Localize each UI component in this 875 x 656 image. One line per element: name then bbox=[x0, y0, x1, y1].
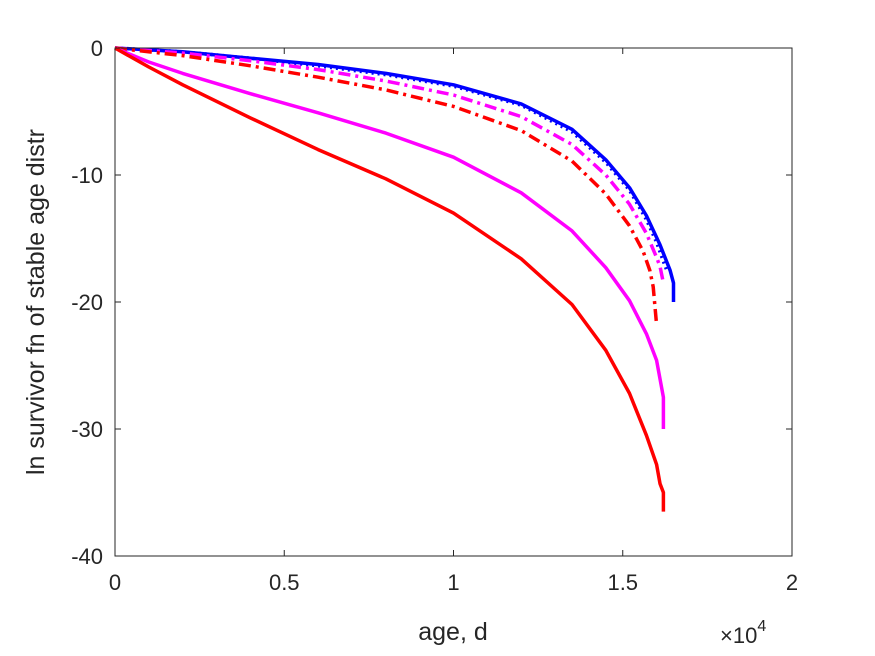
tick-layer: 0 0.5 1 1.5 2 -40 -30 -20 -10 0 bbox=[71, 36, 798, 595]
series-line-2 bbox=[114, 46, 669, 271]
y-tick-label: -20 bbox=[71, 290, 103, 315]
series-layer bbox=[114, 46, 676, 512]
y-tick-label: 0 bbox=[91, 36, 103, 61]
x-axis-multiplier: ×104 bbox=[720, 618, 766, 648]
series-line-5 bbox=[114, 46, 666, 429]
x-axis-multiplier-base: ×10 bbox=[720, 623, 757, 648]
y-tick-label: -30 bbox=[71, 417, 103, 442]
x-tick-label: 1.5 bbox=[607, 570, 638, 595]
y-tick-label: -40 bbox=[71, 544, 103, 569]
x-tick-label: 0.5 bbox=[269, 570, 300, 595]
y-axis-label: ln survivor fn of stable age distr bbox=[22, 129, 50, 475]
y-tick-label: -10 bbox=[71, 163, 103, 188]
plot-area bbox=[115, 48, 792, 556]
x-axis-label: age, d bbox=[418, 618, 488, 646]
x-axis-multiplier-exponent: 4 bbox=[757, 618, 766, 635]
x-tick-label: 0 bbox=[109, 570, 121, 595]
x-tick-label: 2 bbox=[786, 570, 798, 595]
series-line-6 bbox=[114, 46, 666, 512]
series-line-3 bbox=[114, 46, 666, 284]
series-line-4 bbox=[114, 46, 659, 326]
series-line-1 bbox=[114, 46, 676, 302]
x-tick-label: 1 bbox=[447, 570, 459, 595]
